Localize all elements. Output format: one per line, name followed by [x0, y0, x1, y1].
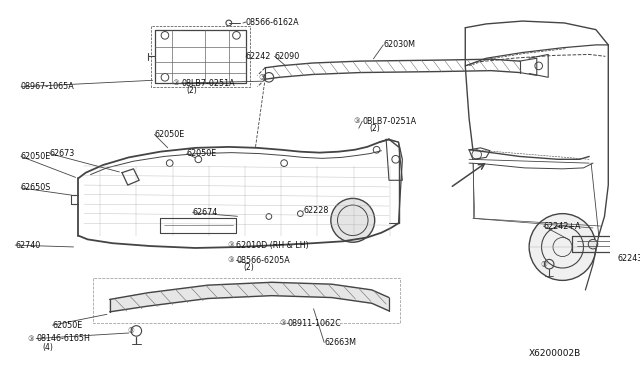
Text: 08911-1062C: 08911-1062C	[288, 319, 342, 328]
Text: (2): (2)	[243, 263, 254, 273]
Text: ③: ③	[354, 118, 360, 124]
Text: (2): (2)	[369, 124, 380, 133]
Text: 62242+A: 62242+A	[543, 222, 581, 231]
Text: 62050E: 62050E	[187, 149, 217, 158]
Text: ③: ③	[540, 260, 547, 269]
Text: ③: ③	[127, 326, 134, 336]
Text: ③: ③	[173, 80, 179, 86]
Text: (2): (2)	[187, 86, 198, 95]
Text: 62663M: 62663M	[324, 338, 356, 347]
Circle shape	[529, 214, 596, 280]
Text: 0BLB7-0251A: 0BLB7-0251A	[362, 117, 417, 126]
Text: ③: ③	[28, 336, 35, 341]
Text: 62673: 62673	[49, 149, 75, 158]
Text: 62243: 62243	[618, 254, 640, 263]
Text: X6200002B: X6200002B	[529, 349, 581, 358]
Circle shape	[472, 150, 481, 159]
Text: ③: ③	[228, 257, 234, 263]
Text: ③: ③	[259, 73, 266, 82]
Text: 62650S: 62650S	[21, 183, 51, 192]
Text: 08LB7-0251A: 08LB7-0251A	[181, 78, 235, 87]
Text: 62030M: 62030M	[383, 41, 415, 49]
Polygon shape	[109, 282, 389, 312]
Text: 08146-6165H: 08146-6165H	[36, 334, 90, 343]
Text: 62228: 62228	[303, 206, 328, 215]
Text: 62050E: 62050E	[52, 321, 83, 330]
Text: 62010D (RH & LH): 62010D (RH & LH)	[236, 241, 309, 250]
Text: 08566-6162A: 08566-6162A	[246, 17, 300, 26]
Text: (4): (4)	[42, 343, 53, 352]
Text: 62740: 62740	[15, 241, 40, 250]
Circle shape	[588, 240, 598, 249]
Text: 62242: 62242	[246, 52, 271, 61]
Text: 62050E: 62050E	[154, 130, 185, 139]
Text: 62090: 62090	[275, 52, 300, 61]
Text: 62050E: 62050E	[21, 152, 51, 161]
Text: ③: ③	[280, 320, 286, 326]
Text: 62674: 62674	[193, 208, 218, 217]
Text: 08967-1065A: 08967-1065A	[21, 82, 75, 92]
Circle shape	[331, 198, 374, 242]
Text: ③: ③	[228, 242, 234, 248]
Text: 08566-6205A: 08566-6205A	[236, 256, 290, 265]
